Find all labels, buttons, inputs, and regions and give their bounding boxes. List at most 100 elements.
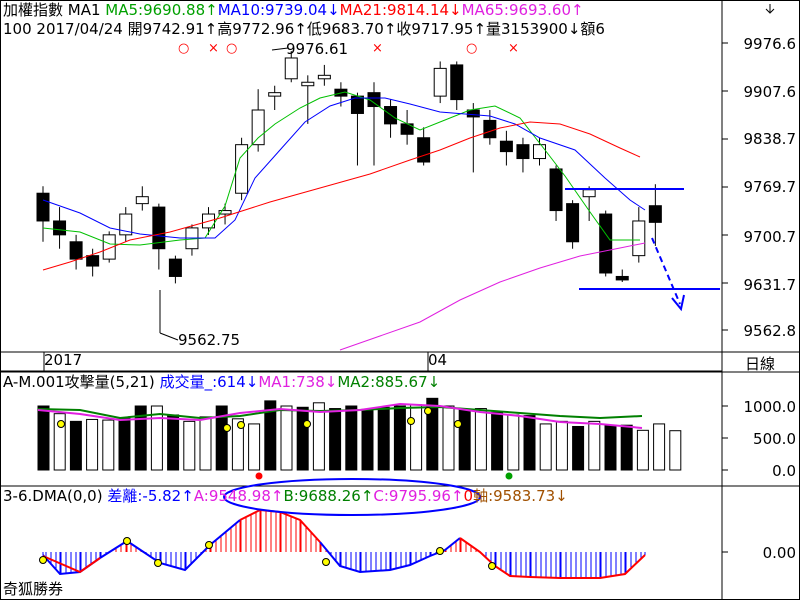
ma-value-3: MA21:9814.14↓ xyxy=(339,1,462,19)
date-label-1: 04 xyxy=(428,351,448,369)
volume-dot-0 xyxy=(57,420,65,428)
dma-value-4: C:9795.96↑ xyxy=(373,487,464,505)
date-label-0: 2017 xyxy=(44,351,83,369)
volume-value-1: 成交量_:614↓ xyxy=(159,373,259,391)
volume-bar-4 xyxy=(102,419,115,471)
volume-bar-7 xyxy=(150,405,163,471)
candle-body-1 xyxy=(53,220,67,236)
dma-dot-1 xyxy=(123,537,131,545)
candle-body-37 xyxy=(648,205,662,223)
forecast-arrowhead xyxy=(671,294,685,312)
volume-value-2: MA1:738↓ xyxy=(258,373,338,391)
high-leader-line xyxy=(271,47,289,51)
volume-bar-18 xyxy=(329,408,342,471)
candle-body-26 xyxy=(466,109,480,118)
candle-body-13 xyxy=(251,109,265,146)
dma-dot-6 xyxy=(488,562,496,570)
dma-line-seg0 xyxy=(42,555,101,574)
ma10-line xyxy=(42,97,646,239)
volume-bar-33 xyxy=(572,425,585,471)
volume-bar-0 xyxy=(37,405,50,471)
ma-value-2: MA10:9739.04↓ xyxy=(217,1,340,19)
volume-bar-34 xyxy=(588,420,601,471)
volume-bar-30 xyxy=(523,415,536,471)
volume-dot-2 xyxy=(237,421,245,429)
volume-bar-29 xyxy=(507,414,520,471)
brand-label: 奇狐勝券 xyxy=(3,580,64,598)
volume-bar-27 xyxy=(474,408,487,471)
candle-body-14 xyxy=(268,92,282,97)
dma-dot-3 xyxy=(205,541,213,549)
volume-bar-38 xyxy=(653,423,666,471)
volume-dot-3 xyxy=(303,420,311,428)
ma-value-0: 加權指數 MA1 xyxy=(3,1,106,19)
candle-body-30 xyxy=(533,144,546,160)
candle-body-35 xyxy=(615,275,629,281)
candle-body-29 xyxy=(516,144,530,160)
candle-body-3 xyxy=(86,255,100,267)
dma-dot-4 xyxy=(322,558,330,566)
volume-bar-10 xyxy=(199,416,212,471)
candle-body-33 xyxy=(582,189,596,198)
volume-bar-37 xyxy=(636,429,649,471)
dma-line-seg4 xyxy=(459,537,496,567)
volume-bar-26 xyxy=(458,409,471,471)
volume-bar-24 xyxy=(426,397,439,471)
candle-body-12 xyxy=(235,144,249,194)
signal-mark-2: ○ xyxy=(226,41,238,56)
volume-bar-28 xyxy=(491,411,504,471)
dma-dot-0 xyxy=(39,556,47,564)
low-price-label: 9562.75 xyxy=(178,331,241,349)
period-label[interactable]: 日線 xyxy=(745,355,776,373)
candle-body-7 xyxy=(152,206,166,250)
candle-body-27 xyxy=(483,119,497,139)
volume-bar-25 xyxy=(442,405,455,471)
dma-value-3: B:9688.26↑ xyxy=(283,487,374,505)
dma-value-6: 軸:9583.73↓ xyxy=(473,487,568,505)
dma-line-seg5 xyxy=(494,554,646,579)
volume-value-0: A-M.001攻擊量(5,21) xyxy=(3,373,160,391)
candle-body-23 xyxy=(417,137,431,163)
volume-bar-12 xyxy=(231,418,244,471)
high-price-label: 9976.61 xyxy=(286,40,349,58)
dma-value-5: 0 xyxy=(463,487,474,505)
price-tick-1: 9907.6 xyxy=(743,83,797,101)
volume-bar-32 xyxy=(555,420,568,471)
volume-dot-4 xyxy=(407,417,415,425)
signal-mark-1: × xyxy=(208,41,219,56)
volume-bar-3 xyxy=(86,418,99,471)
price-tick-2: 9838.7 xyxy=(743,130,797,148)
volume-dot-5 xyxy=(424,407,432,415)
volume-bar-1 xyxy=(53,413,66,471)
candle-body-32 xyxy=(566,203,580,243)
ma5-line xyxy=(42,91,640,246)
dma-dot-2 xyxy=(154,559,162,567)
volume-signal-red xyxy=(255,472,263,480)
volume-dot-1 xyxy=(223,424,231,432)
dma-tick-0: 0.00 xyxy=(762,544,796,562)
candle-body-16 xyxy=(301,81,315,87)
price-tick-5: 9631.7 xyxy=(743,276,797,294)
price-header-line2: 100 2017/04/24 開9742.91↑高9772.96↑低9683.7… xyxy=(3,20,605,38)
volume-bar-2 xyxy=(69,420,82,471)
volume-bar-31 xyxy=(539,423,552,471)
signal-mark-3: ○ xyxy=(466,41,478,56)
ma-value-4: MA65:9693.60↑ xyxy=(461,1,584,19)
volume-bar-17 xyxy=(312,402,325,471)
candle-body-34 xyxy=(599,213,613,274)
volume-ma1-line xyxy=(37,402,643,429)
candle-body-2 xyxy=(69,241,83,260)
ma65-line xyxy=(339,242,646,351)
volume-tick-0: 1000.0 xyxy=(743,398,797,416)
candle-body-17 xyxy=(317,74,331,80)
signal-mark-0: ○ xyxy=(178,41,190,56)
volume-bar-5 xyxy=(118,417,131,471)
candle-body-8 xyxy=(168,258,182,277)
volume-bar-15 xyxy=(280,405,293,471)
volume-bar-8 xyxy=(167,414,180,471)
volume-dot-6 xyxy=(454,420,462,428)
volume-tick-2: 0.0 xyxy=(772,462,796,480)
